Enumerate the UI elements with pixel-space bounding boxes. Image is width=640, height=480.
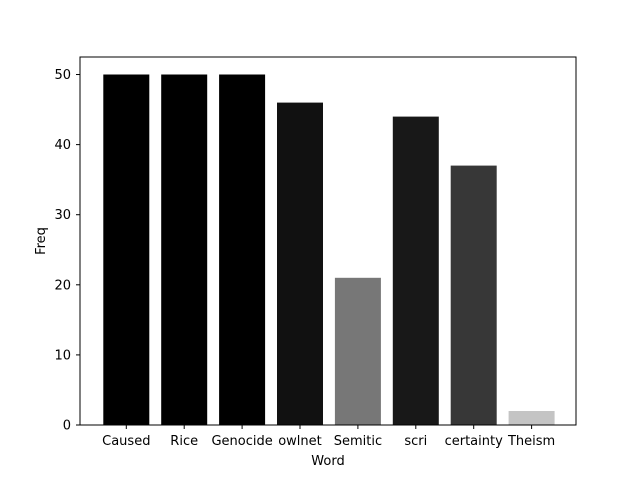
x-tick-label: Caused: [102, 434, 150, 449]
bar-rice: [161, 74, 208, 425]
bar-scri: [392, 116, 439, 425]
bar-genocide: [219, 74, 266, 425]
x-tick-label: Theism: [507, 434, 555, 449]
bar-owlnet: [277, 102, 323, 425]
x-tick-label: Semitic: [334, 434, 382, 449]
y-axis: 0 10 20 30 40 50: [54, 68, 80, 434]
x-tick-label: owlnet: [278, 434, 322, 449]
y-tick-label: 40: [54, 138, 71, 153]
y-tick-label: 50: [54, 68, 71, 83]
y-tick-label: 30: [54, 208, 71, 223]
y-tick-label: 10: [54, 348, 71, 363]
y-axis-label: Freq: [34, 227, 49, 255]
bar-semitic: [334, 277, 381, 425]
y-tick-label: 0: [63, 419, 71, 434]
x-axis: Caused Rice Genocide owlnet Semitic scri certa…: [102, 425, 555, 449]
x-tick-label: certainty: [445, 434, 504, 449]
plot-frame: [79, 56, 577, 426]
bar-theism: [508, 411, 555, 425]
x-tick-label: Genocide: [211, 434, 272, 449]
bar-caused: [103, 74, 150, 425]
x-tick-label: Rice: [170, 434, 198, 449]
x-tick-label: scri: [404, 434, 427, 449]
bar-certainty: [450, 165, 497, 425]
x-axis-label: Word: [311, 454, 344, 469]
bars-group: [103, 74, 555, 425]
y-tick-label: 20: [54, 278, 71, 293]
